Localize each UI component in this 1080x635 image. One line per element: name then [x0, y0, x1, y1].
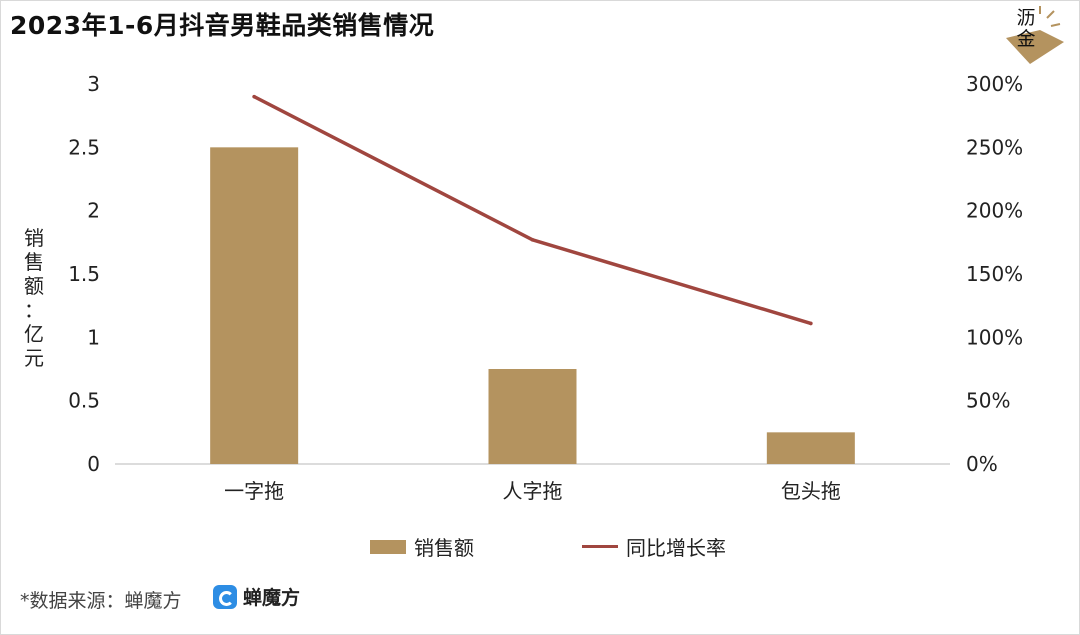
y2-tick-label: 300%	[966, 72, 1023, 96]
y-axis-title-char: ：	[24, 298, 44, 322]
y2-tick-label: 50%	[966, 389, 1010, 413]
source-note: *数据来源：蝉魔方	[20, 590, 182, 612]
y2-tick-label: 250%	[966, 135, 1023, 159]
logo-text: 沥金	[1016, 7, 1036, 50]
line-growth-rate	[252, 94, 813, 326]
brand-name: 蝉魔方	[243, 587, 301, 609]
y-axis-title-char: 额	[24, 274, 44, 298]
brand: 蝉魔方	[213, 583, 300, 610]
x-tick-label: 包头拖	[781, 479, 841, 503]
y-tick-label: 1.5	[68, 262, 100, 286]
bar-sales	[766, 432, 855, 464]
x-tick-label: 一字拖	[224, 479, 284, 503]
point-growth-rate	[530, 238, 535, 242]
y2-tick-label: 200%	[966, 199, 1023, 223]
y-tick-label: 0	[87, 452, 100, 476]
y-tick-label: 2	[87, 199, 100, 223]
legend-swatch-line	[582, 545, 618, 548]
y-axis-title-char: 销	[24, 226, 44, 250]
y-tick-label: 2.5	[68, 135, 100, 159]
legend: 销售额 同比增长率	[0, 532, 1080, 560]
legend-swatch-bar	[370, 539, 406, 554]
y-axis-title-char: 元	[24, 346, 44, 370]
x-tick-label: 人字拖	[503, 479, 563, 503]
chart-title: 2023年1-6月抖音男鞋品类销售情况	[10, 11, 435, 40]
c-logo-icon	[213, 584, 237, 609]
point-growth-rate	[809, 321, 813, 326]
bar-sales	[210, 147, 299, 465]
liujin-logo-icon	[1006, 6, 1064, 64]
y-tick-label: 0.5	[68, 389, 100, 413]
y2-tick-label: 100%	[966, 325, 1023, 349]
bar-sales	[488, 369, 577, 464]
y-axis-title-char: 亿	[24, 322, 44, 346]
legend-item-sales: 销售额	[370, 532, 474, 561]
legend-label-sales: 销售额	[414, 536, 474, 560]
legend-item-growth: 同比增长率	[582, 532, 726, 561]
y-tick-label: 1	[87, 325, 100, 349]
y-axis-title: 销售额：亿元	[22, 226, 46, 370]
point-growth-rate	[252, 94, 256, 99]
y-tick-label: 3	[87, 72, 100, 96]
y2-tick-label: 150%	[966, 262, 1023, 286]
y-axis-title-char: 售	[24, 250, 44, 274]
legend-label-growth: 同比增长率	[626, 536, 726, 560]
y2-tick-label: 0%	[966, 452, 998, 476]
